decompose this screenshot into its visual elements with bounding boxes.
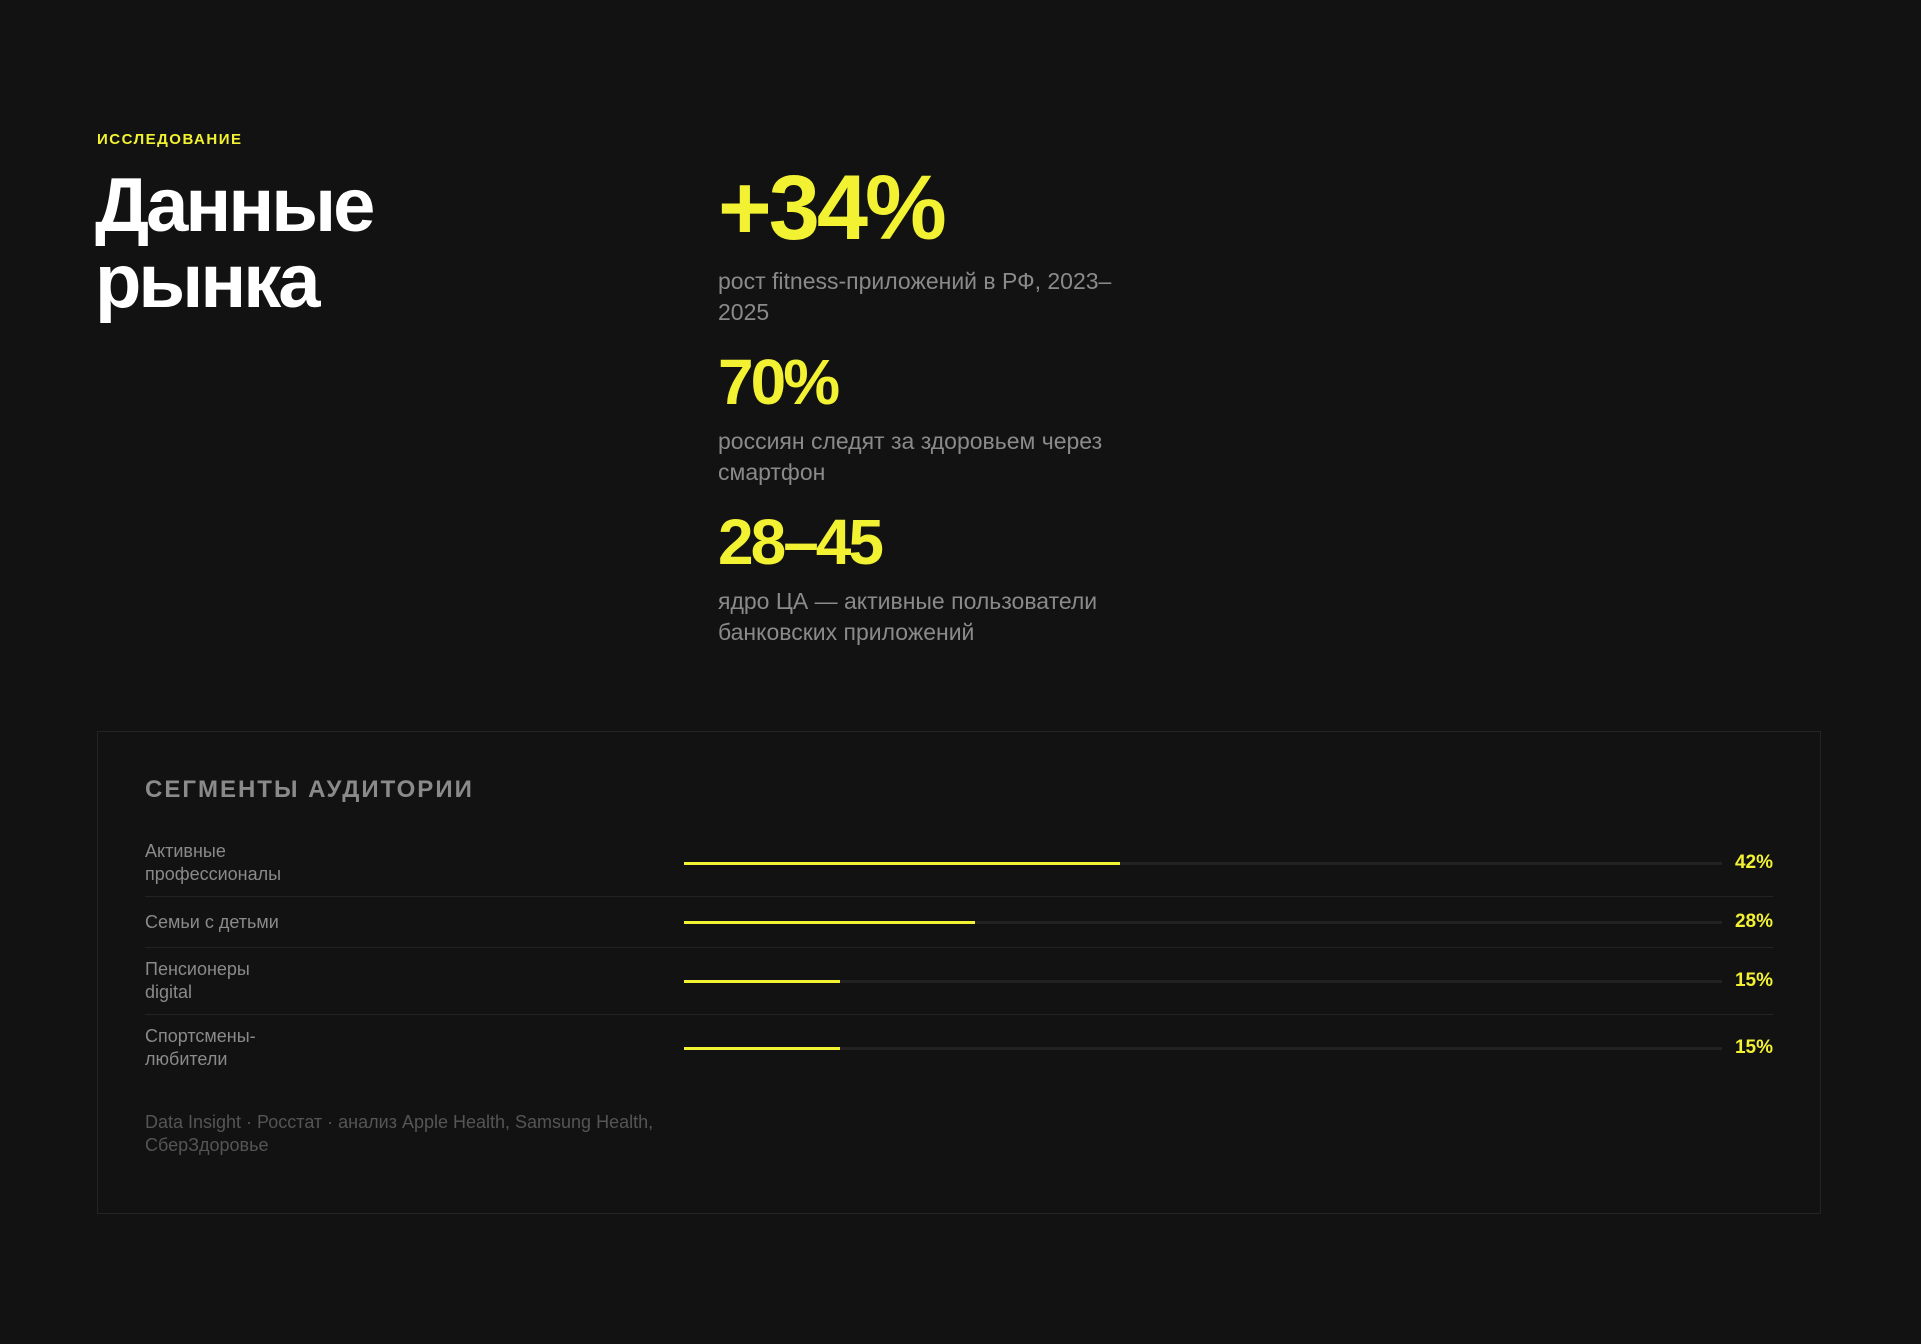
value-label: 42% bbox=[1734, 852, 1773, 873]
stat-value: 28–45 bbox=[718, 506, 884, 578]
category-label: Спортсмены-любители bbox=[145, 1026, 256, 1069]
bar-track bbox=[684, 861, 1722, 865]
source-note: Data Insight · Росстат · анализ Apple He… bbox=[145, 1112, 654, 1155]
bar bbox=[684, 920, 975, 924]
bar bbox=[684, 1046, 840, 1050]
stat-caption: россиян следят за здоровьем через смартф… bbox=[718, 428, 1103, 485]
segment-row: Пенсионеры digital 15% bbox=[145, 948, 1773, 1015]
bar-track bbox=[684, 920, 1722, 924]
bar bbox=[684, 979, 840, 983]
segment-row: Спортсмены-любители 15% bbox=[145, 1015, 1773, 1081]
category-label: Активные профессионалы bbox=[145, 841, 282, 884]
value-label: 28% bbox=[1734, 911, 1773, 932]
stats: +34% рост fitness-приложений в РФ, 2023–2… bbox=[718, 158, 1138, 648]
bar-track bbox=[684, 1046, 1722, 1050]
value-label: 15% bbox=[1734, 1037, 1773, 1058]
bar-track bbox=[684, 979, 1722, 983]
chart-panel: СЕГМЕНТЫ АУДИТОРИИ Активные профессионал… bbox=[97, 731, 1821, 1214]
stat-caption: рост fitness-приложений в РФ, 2023–2025 bbox=[718, 268, 1112, 325]
stat-value: 70% bbox=[718, 346, 840, 418]
chart-title: СЕГМЕНТЫ АУДИТОРИИ bbox=[145, 776, 474, 803]
chart-rows: Активные профессионалы 42% Семьи с детьми 2… bbox=[145, 830, 1773, 1081]
segment-row: Активные профессионалы 42% bbox=[145, 830, 1773, 897]
page-title: Данные рынка bbox=[95, 163, 375, 324]
stat-caption: ядро ЦА — активные пользователи банковск… bbox=[718, 588, 1098, 645]
kicker: ИССЛЕДОВАНИЕ bbox=[97, 131, 243, 148]
stat-value: +34% bbox=[718, 157, 947, 259]
segment-row: Семьи с детьми 28% bbox=[145, 897, 1773, 948]
category-label: Пенсионеры digital bbox=[145, 959, 250, 1002]
category-label: Семьи с детьми bbox=[145, 911, 279, 932]
value-label: 15% bbox=[1734, 970, 1773, 991]
bar bbox=[684, 861, 1120, 865]
